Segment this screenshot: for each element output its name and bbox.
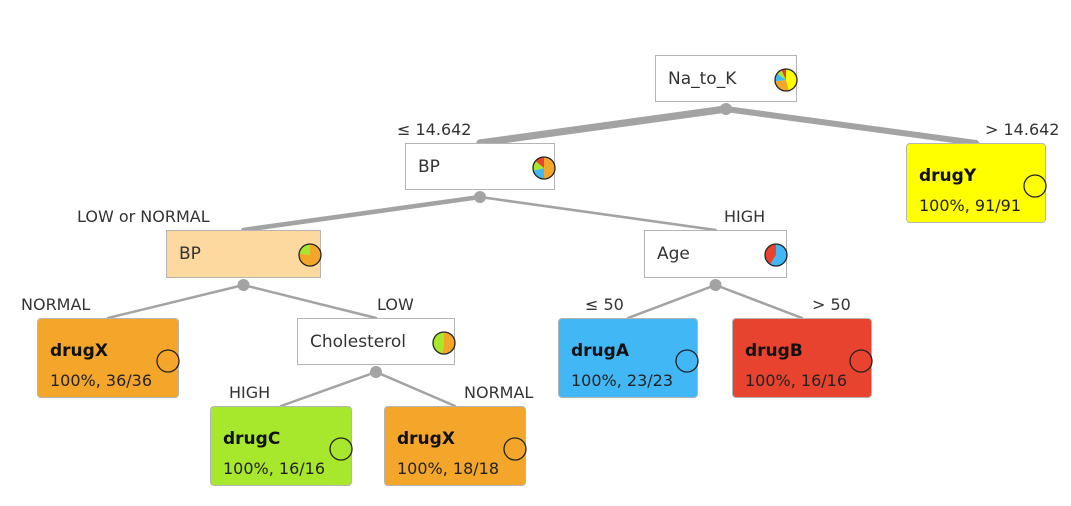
leaf-class: drugY	[919, 166, 977, 186]
class-circle-icon	[675, 349, 699, 373]
leaf-class: drugX	[50, 341, 108, 361]
node-age[interactable]: Age	[644, 230, 788, 278]
pie-slice	[1024, 175, 1046, 197]
pie-slice	[544, 156, 555, 179]
leaf-drugx-cholesterol[interactable]: drugX 100%, 18/18	[384, 406, 527, 486]
class-circle-icon	[849, 349, 873, 373]
pie-slice	[765, 244, 776, 265]
pie-slice	[533, 167, 544, 179]
pie-outline	[329, 437, 353, 461]
pie-slice	[157, 350, 179, 372]
class-distribution-pie	[774, 67, 798, 92]
leaf-stats: 100%, 16/16	[745, 371, 848, 390]
leaf-stats: 100%, 18/18	[397, 459, 500, 478]
edge-label: HIGH	[229, 383, 271, 402]
edge-label: ≤ 50	[585, 295, 624, 314]
leaf-drugc[interactable]: drugC 100%, 16/16	[210, 406, 353, 486]
pie-outline	[764, 243, 788, 267]
split-dot	[474, 191, 486, 203]
pie-slice	[850, 350, 872, 372]
pie-slice	[770, 244, 787, 266]
pie-outline	[298, 243, 322, 267]
pie-slice	[533, 160, 544, 171]
leaf-stats: 100%, 91/91	[919, 196, 1022, 215]
pie-slice	[504, 438, 526, 460]
edge-label: ≤ 14.642	[397, 120, 472, 139]
edge-age-drugA	[626, 283, 717, 320]
node-label: Cholesterol	[310, 331, 406, 352]
class-distribution-pie	[764, 243, 788, 267]
edge-bp1-age	[478, 195, 717, 232]
pie-outline	[849, 349, 873, 373]
pie-outline	[503, 437, 527, 461]
pie-slice	[676, 350, 698, 372]
pie-slice	[786, 68, 797, 91]
pie-slice	[777, 69, 786, 80]
node-cholesterol[interactable]: Cholesterol	[297, 318, 456, 365]
node-label: BP	[179, 244, 201, 264]
pie-slice	[781, 68, 786, 80]
class-circle-icon	[503, 437, 527, 461]
edge-root-drugY	[722, 105, 980, 147]
split-dot	[237, 279, 250, 291]
pie-slice	[775, 73, 786, 81]
edge-label: > 14.642	[985, 120, 1060, 139]
leaf-class: drugX	[397, 429, 455, 449]
pie-slice	[330, 438, 352, 460]
node-label: Na_to_K	[668, 68, 737, 89]
split-dot	[709, 279, 722, 291]
node-label: Age	[657, 244, 690, 264]
edge-label: NORMAL	[21, 295, 91, 314]
class-circle-icon	[329, 437, 353, 461]
class-distribution-pie	[298, 243, 322, 267]
edge-age-drugB	[714, 283, 804, 320]
leaf-drugx-normal[interactable]: drugX 100%, 36/36	[37, 318, 180, 398]
edge-root-bp1	[476, 105, 730, 147]
pie-slice	[441, 331, 455, 354]
split-dot	[720, 103, 732, 115]
edge-label: > 50	[812, 295, 851, 314]
pie-outline	[675, 349, 699, 373]
pie-outline	[774, 67, 798, 92]
node-bp[interactable]: BP	[405, 143, 556, 190]
leaf-drugb[interactable]: drugB 100%, 16/16	[732, 318, 873, 398]
leaf-stats: 100%, 36/36	[50, 371, 153, 390]
leaf-class: drugA	[571, 341, 629, 361]
edge-bp2-chol	[242, 283, 378, 320]
node-bp-low-normal[interactable]: BP	[166, 230, 322, 278]
pie-outline	[156, 349, 180, 373]
edge-chol-drugX2	[374, 370, 457, 408]
edge-chol-drugC	[279, 370, 378, 408]
pie-outline	[1023, 174, 1047, 198]
pie-outline	[532, 155, 556, 180]
pie-slice	[299, 244, 310, 255]
edge-bp1-bp2	[241, 194, 483, 233]
pie-outline	[432, 330, 456, 355]
leaf-druga[interactable]: drugA 100%, 23/23	[558, 318, 699, 398]
pie-slice	[433, 331, 444, 354]
class-distribution-pie	[532, 155, 556, 180]
node-label: BP	[418, 156, 440, 177]
node-na-to-k[interactable]: Na_to_K	[655, 55, 798, 102]
leaf-class: drugB	[745, 341, 803, 361]
leaf-stats: 100%, 23/23	[571, 371, 674, 390]
edge-label: LOW or NORMAL	[77, 207, 210, 226]
leaf-drugy[interactable]: drugY 100%, 91/91	[906, 143, 1047, 223]
split-dot	[370, 366, 382, 378]
edge-label: HIGH	[724, 207, 766, 226]
class-distribution-pie	[432, 330, 456, 355]
leaf-class: drugC	[223, 429, 281, 449]
edge-label: NORMAL	[464, 383, 534, 402]
leaf-stats: 100%, 16/16	[223, 459, 326, 478]
class-circle-icon	[156, 349, 180, 373]
edge-bp2-drugX1	[106, 283, 245, 320]
pie-slice	[775, 79, 789, 91]
edge-label: LOW	[377, 295, 414, 314]
class-circle-icon	[1023, 174, 1047, 198]
